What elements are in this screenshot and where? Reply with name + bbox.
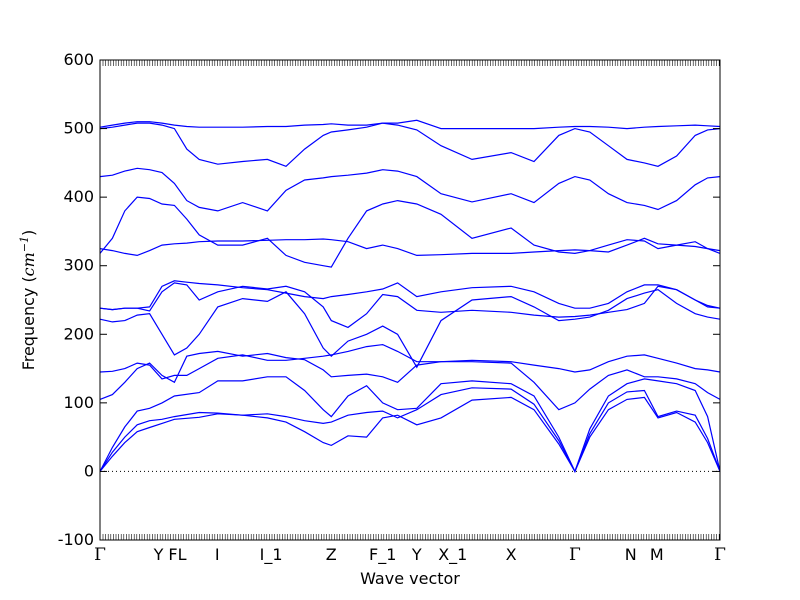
band-7 (99, 282, 721, 329)
band-11 (99, 167, 721, 212)
labels-layer: -100 0 100 200 300 400 500 600 Γ Y FL I I_1 Z F_1 Y X_1… (58, 50, 726, 565)
y-tick-label: 0 (84, 461, 94, 480)
band-12 (99, 122, 721, 167)
y-axis-title: Frequency (cm−1) (18, 230, 39, 371)
y-tick-label: -100 (58, 530, 94, 549)
x-tick-label: Γ (94, 545, 106, 565)
band-2 (99, 387, 721, 473)
x-minor-ticks (102, 60, 720, 540)
x-tick-label: Y (411, 545, 422, 564)
band-8 (99, 280, 721, 311)
y-tick-label: 600 (63, 50, 94, 69)
x-tick-label: F_1 (369, 545, 396, 565)
y-axis-title-unit: cm (19, 252, 38, 276)
bands-layer (99, 119, 721, 473)
plot-frame (99, 59, 721, 541)
band-3 (99, 376, 721, 473)
x-tick-label: I (215, 545, 220, 564)
x-tick-label: Z (326, 545, 337, 564)
band-4 (99, 350, 721, 411)
band-10 (99, 237, 721, 257)
y-axis-title-prefix: Frequency ( (19, 276, 38, 370)
x-tick-label: Y FL (153, 545, 187, 564)
x-axis-title: Wave vector (360, 569, 460, 588)
y-tick-label: 500 (63, 119, 94, 138)
band-5 (99, 343, 721, 380)
y-tick-label: 300 (63, 256, 94, 275)
x-tick-label: Γ (569, 545, 581, 565)
band-6 (99, 289, 721, 369)
band-13 (99, 119, 721, 130)
x-tick-label: X (506, 545, 517, 564)
x-tick-label: M (650, 545, 664, 564)
y-tick-label: 100 (63, 393, 94, 412)
band-9 (99, 196, 721, 268)
y-axis-title-exponent: −1 (18, 236, 31, 252)
x-tick-label: N (625, 545, 637, 564)
x-tick-label: Γ (714, 545, 726, 565)
ticks-layer (100, 59, 720, 541)
y-tick-label: 400 (63, 187, 94, 206)
x-tick-label: I_1 (260, 545, 283, 565)
y-axis-title-suffix: ) (19, 230, 38, 236)
x-tick-label: X_1 (438, 545, 467, 565)
band-1 (99, 396, 721, 473)
y-tick-label: 200 (63, 324, 94, 343)
